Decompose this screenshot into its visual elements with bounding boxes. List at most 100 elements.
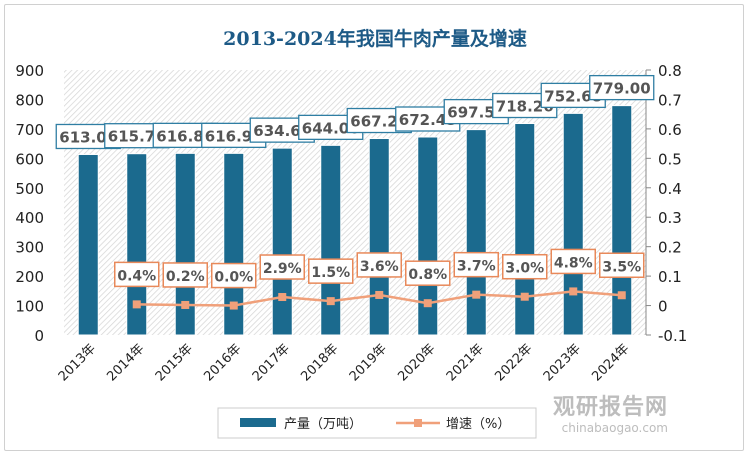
x-axis-tick: 2013年 bbox=[56, 341, 99, 384]
bar-label-text: 613.09 bbox=[59, 128, 117, 146]
bar bbox=[126, 153, 148, 336]
bar-label-text: 718.26 bbox=[496, 98, 554, 116]
bar-label-text: 615.72 bbox=[108, 128, 166, 146]
growth-data-label: 4.8% bbox=[550, 248, 596, 275]
left-axis-tick: 200 bbox=[15, 268, 44, 286]
bar-label-text: 779.00 bbox=[593, 80, 651, 98]
growth-label-text: 2.9% bbox=[263, 261, 302, 277]
growth-label-text: 4.8% bbox=[554, 255, 593, 271]
growth-label-box bbox=[259, 254, 305, 280]
x-axis-tick: 2018年 bbox=[298, 341, 341, 384]
right-axis-tick: 0.1 bbox=[658, 268, 682, 286]
left-axis-tick: 100 bbox=[15, 298, 44, 316]
watermark: 观研报告网 chinabaogao.com bbox=[552, 395, 668, 435]
bar-label-text: 616.89 bbox=[156, 127, 214, 145]
bar bbox=[611, 105, 633, 336]
legend-line-label: 增速（%） bbox=[446, 417, 510, 432]
x-axis-tick: 2017年 bbox=[250, 341, 293, 384]
bar bbox=[465, 129, 487, 336]
chart-frame bbox=[4, 4, 744, 451]
growth-label-box bbox=[211, 262, 257, 289]
growth-marker bbox=[617, 291, 626, 300]
bar-data-label: 697.51 bbox=[443, 98, 509, 125]
bar-data-label: 779.00 bbox=[589, 74, 655, 101]
growth-label-text: 3.7% bbox=[457, 259, 496, 275]
bar bbox=[174, 152, 196, 336]
right-axis-tick: 0.8 bbox=[658, 62, 682, 80]
right-axis-tick: 0 bbox=[658, 298, 668, 316]
bar-label-text: 667.28 bbox=[350, 113, 408, 131]
growth-marker bbox=[569, 287, 578, 296]
x-axis-tick: 2022年 bbox=[492, 341, 535, 384]
bar bbox=[562, 112, 584, 336]
growth-label-text: 3.0% bbox=[505, 261, 544, 277]
growth-label-text: 3.5% bbox=[602, 259, 641, 275]
right-axis-tick: -0.1 bbox=[658, 327, 687, 345]
legend-bar-swatch bbox=[240, 418, 276, 427]
growth-label-text: 1.5% bbox=[311, 265, 350, 281]
right-axis-tick: 0.2 bbox=[658, 239, 682, 257]
bar-label-box bbox=[589, 74, 655, 101]
left-axis-tick: 0 bbox=[34, 327, 44, 345]
growth-marker bbox=[278, 293, 287, 302]
growth-data-label: 3.0% bbox=[502, 253, 548, 280]
right-axis-tick: 0.3 bbox=[658, 209, 682, 227]
left-axis-tick: 700 bbox=[15, 121, 44, 139]
bar-label-text: 752.68 bbox=[544, 87, 602, 105]
x-axis-tick: 2019年 bbox=[347, 341, 390, 384]
bar-label-text: 616.91 bbox=[205, 127, 263, 145]
growth-label-text: 0.8% bbox=[408, 267, 447, 283]
bar bbox=[368, 138, 390, 336]
chart-title: 2013-2024年我国牛肉产量及增速 bbox=[223, 28, 527, 50]
growth-label-text: 0.2% bbox=[166, 269, 205, 285]
right-axis-tick: 0.7 bbox=[658, 91, 682, 109]
bar bbox=[271, 147, 293, 336]
growth-label-box bbox=[162, 262, 208, 288]
bar bbox=[514, 123, 536, 336]
bar bbox=[77, 153, 99, 336]
x-axis-tick: 2016年 bbox=[201, 341, 244, 384]
growth-data-label: 0.8% bbox=[405, 260, 451, 286]
x-axis-tick: 2021年 bbox=[444, 341, 487, 384]
growth-label-box bbox=[453, 251, 499, 278]
growth-label-box bbox=[405, 260, 451, 286]
left-axis-tick: 500 bbox=[15, 180, 44, 198]
bar bbox=[223, 152, 245, 336]
x-axis-tick: 2023年 bbox=[541, 341, 584, 384]
growth-marker bbox=[472, 290, 481, 299]
growth-label-box bbox=[356, 252, 402, 278]
x-axis-tick: 2024年 bbox=[589, 341, 632, 384]
growth-label-text: 0.4% bbox=[117, 268, 156, 284]
growth-marker bbox=[326, 297, 335, 306]
left-axis-tick: 600 bbox=[15, 150, 44, 168]
bar bbox=[320, 144, 342, 336]
growth-marker bbox=[229, 301, 238, 310]
right-axis-tick: 0.5 bbox=[658, 150, 682, 168]
legend-line-marker bbox=[414, 419, 422, 427]
growth-marker bbox=[132, 300, 141, 309]
left-axis-tick: 900 bbox=[15, 62, 44, 80]
growth-label-box bbox=[502, 253, 548, 280]
right-axis-tick: 0.4 bbox=[658, 180, 682, 198]
growth-label-text: 0.0% bbox=[214, 270, 253, 286]
x-axis-tick: 2020年 bbox=[395, 341, 438, 384]
legend-bar-label: 产量（万吨） bbox=[284, 417, 362, 432]
left-axis-tick: 300 bbox=[15, 239, 44, 257]
growth-data-label: 0.0% bbox=[211, 262, 257, 289]
growth-label-box bbox=[599, 252, 645, 278]
growth-data-label: 3.7% bbox=[453, 251, 499, 278]
growth-data-label: 2.9% bbox=[259, 254, 305, 280]
bar-label-text: 644.06 bbox=[302, 119, 360, 137]
growth-data-label: 0.2% bbox=[162, 262, 208, 288]
growth-marker bbox=[375, 290, 384, 299]
growth-data-label: 3.6% bbox=[356, 252, 402, 278]
growth-marker bbox=[423, 299, 432, 308]
growth-label-box bbox=[114, 261, 160, 288]
growth-data-label: 1.5% bbox=[308, 258, 354, 284]
growth-data-label: 0.4% bbox=[114, 261, 160, 288]
right-axis-tick: 0.6 bbox=[658, 121, 682, 139]
bar-label-text: 634.62 bbox=[253, 122, 311, 140]
growth-label-box bbox=[550, 248, 596, 275]
